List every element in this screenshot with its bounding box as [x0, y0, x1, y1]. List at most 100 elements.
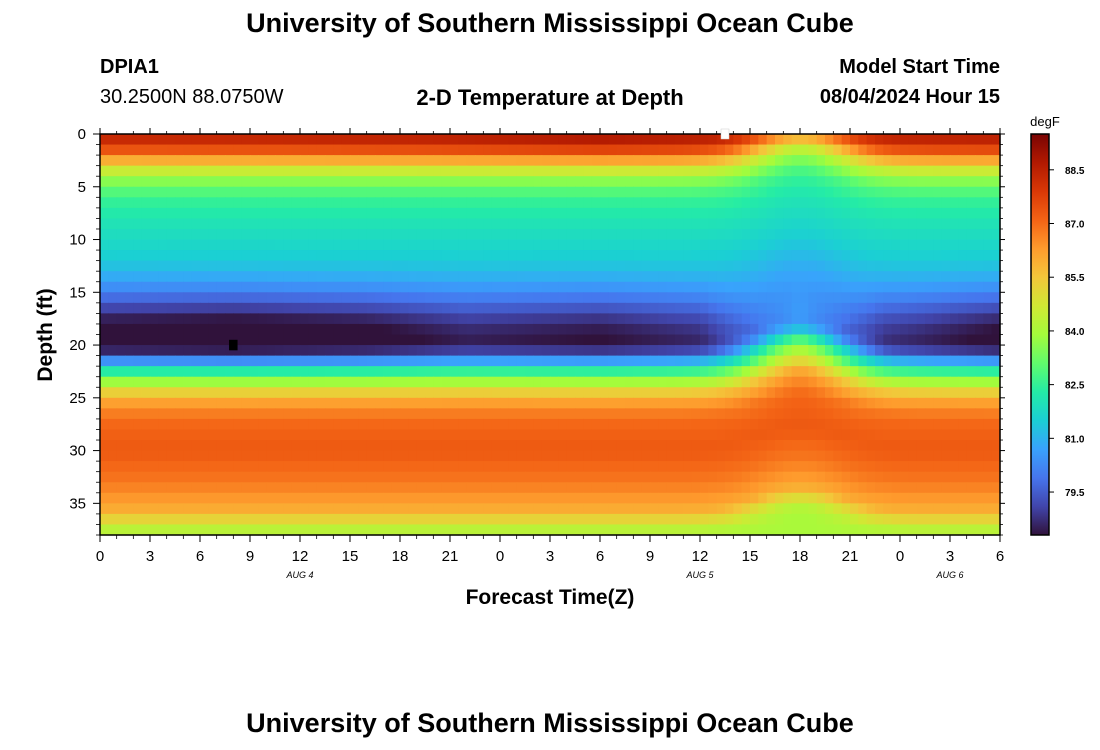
heatmap-cell [275, 397, 284, 409]
heatmap-cell [525, 134, 534, 146]
heatmap-cell [275, 239, 284, 251]
heatmap-cell [933, 429, 943, 441]
heatmap-cell [558, 355, 568, 367]
heatmap-cell [700, 440, 709, 452]
heatmap-cell [775, 366, 784, 378]
heatmap-cell [900, 376, 909, 388]
heatmap-cell [658, 355, 668, 367]
heatmap-cell [583, 134, 593, 146]
heatmap-cell [891, 450, 901, 462]
heatmap-cell [766, 176, 776, 188]
heatmap-cell [166, 239, 176, 251]
heatmap-cell [783, 524, 793, 536]
heatmap-cell [858, 207, 868, 220]
heatmap-cell [875, 323, 884, 336]
heatmap-cell [416, 408, 426, 420]
heatmap-cell [441, 524, 451, 536]
heatmap-cell [691, 144, 701, 156]
heatmap-cell [666, 134, 676, 146]
heatmap-cell [516, 376, 526, 388]
heatmap-cell [666, 323, 676, 336]
heatmap-cell [466, 239, 476, 251]
heatmap-cell [533, 302, 543, 314]
heatmap-cell [425, 228, 434, 241]
heatmap-cell [116, 366, 126, 378]
heatmap-cell [975, 281, 984, 293]
heatmap-cell [383, 144, 393, 156]
heatmap-cell [800, 165, 809, 177]
heatmap-cell [316, 345, 326, 357]
heatmap-cell [941, 281, 951, 293]
heatmap-cell [658, 281, 668, 293]
heatmap-cell [750, 186, 759, 198]
heatmap-cell [541, 260, 551, 272]
heatmap-cell [125, 260, 134, 272]
heatmap-cell [641, 271, 651, 283]
heatmap-cell [175, 218, 184, 230]
heatmap-cell [700, 260, 709, 272]
heatmap-cell [666, 239, 676, 251]
heatmap-cell [575, 228, 584, 241]
heatmap-cell [125, 197, 134, 209]
heatmap-cell [883, 186, 893, 198]
heatmap-cell [700, 334, 709, 346]
heatmap-cell [608, 503, 618, 515]
heatmap-cell [425, 197, 434, 209]
heatmap-cell [633, 271, 643, 283]
heatmap-cell [458, 482, 468, 494]
heatmap-cell [558, 440, 568, 452]
heatmap-cell [991, 355, 1001, 367]
heatmap-cell [975, 524, 984, 536]
heatmap-cell [883, 387, 893, 399]
heatmap-cell [375, 482, 384, 494]
heatmap-cell [783, 165, 793, 177]
heatmap-cell [400, 355, 409, 367]
heatmap-cell [925, 207, 934, 220]
heatmap-cell [716, 482, 726, 494]
heatmap-cell [958, 323, 968, 336]
heatmap-cell [925, 418, 934, 431]
heatmap-cell [991, 387, 1001, 399]
heatmap-cell [666, 408, 676, 420]
heatmap-cell [741, 228, 751, 241]
heatmap-cell [525, 450, 534, 462]
heatmap-cell [575, 450, 584, 462]
heatmap-cell [850, 228, 859, 241]
heatmap-cell [125, 302, 134, 314]
heatmap-cell [950, 207, 959, 220]
heatmap-cell [708, 239, 718, 251]
heatmap-cell [116, 334, 126, 346]
heatmap-cell [608, 492, 618, 504]
heatmap-cell [991, 524, 1001, 536]
heatmap-cell [900, 345, 909, 357]
heatmap-cell [708, 492, 718, 504]
heatmap-cell [508, 176, 518, 188]
heatmap-cell [433, 524, 443, 536]
heatmap-cell [775, 429, 784, 441]
heatmap-cell [500, 281, 509, 293]
heatmap-cell [808, 207, 818, 220]
heatmap-cell [108, 524, 118, 536]
heatmap-cell [891, 239, 901, 251]
heatmap-cell [441, 176, 451, 188]
heatmap-cell [383, 355, 393, 367]
heatmap-cell [550, 366, 559, 378]
heatmap-cell [458, 345, 468, 357]
heatmap-cell [333, 302, 343, 314]
heatmap-cell [225, 524, 234, 536]
heatmap-cell [933, 271, 943, 283]
heatmap-cell [433, 345, 443, 357]
heatmap-cell [525, 397, 534, 409]
heatmap-cell [216, 366, 226, 378]
heatmap-cell [125, 355, 134, 367]
colorbar-units: degF [1030, 114, 1060, 129]
heatmap-cell [966, 313, 976, 325]
heatmap-cell [766, 197, 776, 209]
heatmap-cell [583, 260, 593, 272]
heatmap-cell [308, 366, 318, 378]
heatmap-cell [716, 313, 726, 325]
heatmap-cell [866, 482, 876, 494]
heatmap-cell [308, 155, 318, 167]
heatmap-cell [600, 345, 609, 357]
heatmap-cell [741, 450, 751, 462]
